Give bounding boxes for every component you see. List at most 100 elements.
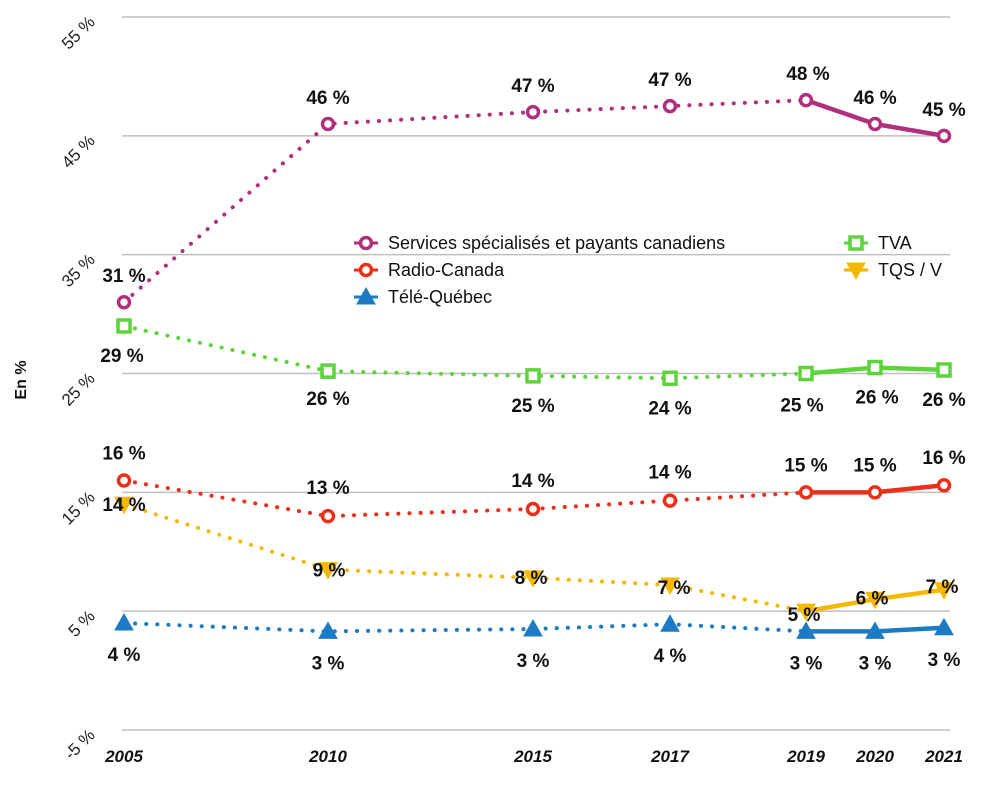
- x-tick-label: 2017: [650, 747, 690, 766]
- data-label: 8 %: [515, 568, 548, 589]
- data-label: 4 %: [654, 646, 687, 667]
- data-label: 3 %: [312, 653, 345, 674]
- data-label: 31 %: [102, 266, 145, 287]
- data-label: 26 %: [922, 390, 965, 411]
- legend-marker: [848, 235, 864, 251]
- data-label: 29 %: [100, 346, 143, 367]
- data-label: 25 %: [511, 396, 554, 417]
- series-4: [114, 613, 954, 639]
- data-label: 14 %: [648, 463, 691, 484]
- legend-item: Télé-Québec: [354, 286, 492, 307]
- legend-marker: [356, 286, 376, 305]
- data-point: [865, 621, 885, 639]
- y-axis-label: En %: [13, 360, 30, 399]
- series-line-dotted: [122, 621, 808, 634]
- data-point: [525, 368, 541, 384]
- data-point: [798, 92, 814, 108]
- data-point: [934, 582, 954, 600]
- data-label: 3 %: [928, 650, 961, 671]
- data-label: 3 %: [859, 653, 892, 674]
- y-tick-label: -5 %: [61, 725, 99, 763]
- data-labels-layer: 31 % 46 % 47 % 47 % 48 % 46 % 45 % 29 % 26 % 25 %…: [100, 64, 965, 674]
- data-point: [867, 116, 883, 132]
- data-point: [320, 363, 336, 379]
- legend-label: Télé-Québec: [388, 287, 492, 307]
- data-point: [662, 493, 678, 508]
- data-label: 4 %: [108, 645, 141, 666]
- grid-lines: [122, 16, 950, 731]
- legend-item: Services spécialisés et payants canadien…: [354, 233, 725, 253]
- legend-label: Radio-Canada: [388, 260, 505, 280]
- data-label: 5 %: [788, 605, 821, 626]
- x-tick-label: 2020: [855, 747, 894, 766]
- series-1: [116, 318, 952, 387]
- data-label: 16 %: [102, 443, 145, 464]
- data-point: [798, 365, 814, 382]
- series-line-dotted: [122, 478, 808, 519]
- y-tick-label: 15 %: [58, 488, 99, 529]
- data-label: 47 %: [648, 70, 691, 91]
- data-point: [318, 621, 338, 639]
- data-label: 48 %: [786, 64, 829, 85]
- data-point: [525, 501, 541, 517]
- data-point: [525, 104, 541, 120]
- data-point: [320, 508, 336, 524]
- data-label: 46 %: [306, 88, 349, 109]
- data-label: 13 %: [306, 478, 349, 499]
- legend-item: Radio-Canada: [354, 260, 505, 280]
- y-axis-ticks: -5 % 5 % 15 % 25 % 35 % 45 % 55 %: [58, 12, 99, 763]
- data-label: 16 %: [922, 448, 965, 469]
- data-label: 3 %: [790, 653, 823, 674]
- data-point: [865, 591, 885, 610]
- x-axis-ticks: 2005 2010 2015 2017 2019 2020 2021: [104, 747, 963, 766]
- data-point: [523, 570, 543, 588]
- data-point: [796, 621, 816, 639]
- y-tick-label: 45 %: [58, 131, 99, 172]
- legend-label: TQS / V: [878, 260, 942, 280]
- data-point: [660, 614, 680, 632]
- data-label: 26 %: [306, 389, 349, 410]
- data-point: [523, 618, 543, 637]
- data-label: 14 %: [511, 471, 554, 492]
- data-label: 15 %: [784, 455, 827, 476]
- legend-label: Services spécialisés et payants canadien…: [388, 233, 725, 253]
- data-point: [796, 603, 816, 622]
- data-point: [662, 98, 678, 114]
- x-tick-label: 2010: [308, 747, 347, 766]
- series-line-dotted: [122, 502, 808, 614]
- data-label: 6 %: [856, 588, 889, 609]
- data-label: 7 %: [926, 577, 959, 598]
- y-tick-label: 5 %: [65, 607, 99, 641]
- x-tick-label: 2005: [104, 747, 143, 766]
- data-label: 9 %: [313, 561, 346, 582]
- legend-item: TVA: [844, 233, 912, 253]
- y-tick-label: 25 %: [58, 369, 99, 410]
- x-tick-label: 2015: [513, 747, 552, 766]
- x-tick-label: 2019: [786, 747, 825, 766]
- series-0: [116, 92, 952, 310]
- data-point: [660, 577, 680, 596]
- data-label: 46 %: [853, 88, 896, 109]
- data-label: 14 %: [102, 495, 145, 516]
- legend: Services spécialisés et payants canadien…: [354, 233, 942, 307]
- data-label: 7 %: [658, 578, 691, 599]
- data-label: 47 %: [511, 76, 554, 97]
- data-point: [116, 294, 132, 310]
- y-tick-label: 35 %: [58, 250, 99, 291]
- data-label: 3 %: [517, 651, 550, 672]
- data-label: 15 %: [853, 455, 896, 476]
- legend-marker: [358, 235, 374, 251]
- data-point: [936, 477, 952, 493]
- series-layer: [114, 92, 954, 639]
- data-point: [936, 128, 952, 144]
- data-point: [116, 318, 132, 334]
- series-2: [116, 473, 952, 524]
- legend-label: TVA: [878, 233, 912, 253]
- data-point: [934, 617, 954, 636]
- data-point: [867, 485, 883, 500]
- series-3: [114, 496, 954, 622]
- data-point: [867, 359, 883, 376]
- data-point: [116, 473, 132, 488]
- legend-marker: [358, 262, 374, 278]
- data-point: [936, 362, 952, 378]
